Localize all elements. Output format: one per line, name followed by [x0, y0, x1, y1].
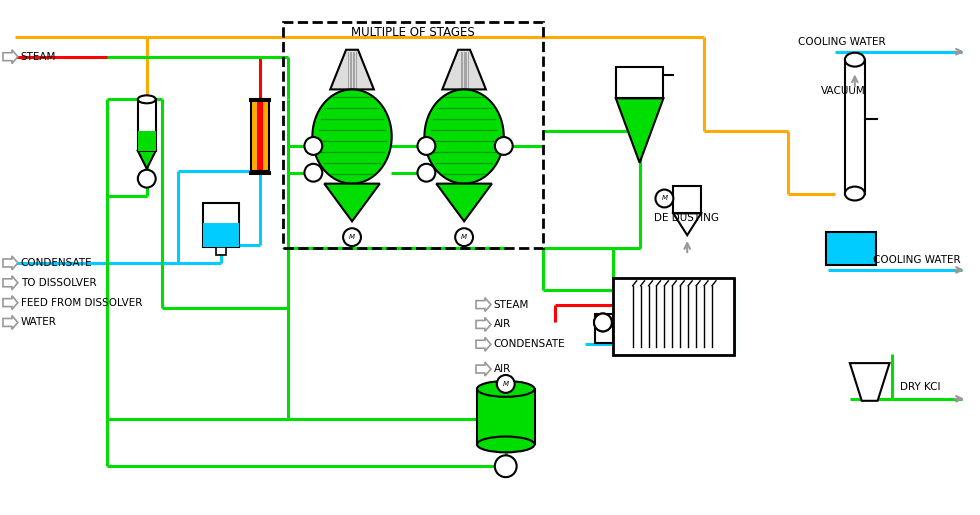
Text: AIR: AIR: [494, 319, 512, 330]
Circle shape: [594, 314, 612, 331]
Text: M: M: [503, 381, 509, 387]
Polygon shape: [3, 276, 18, 290]
Text: M: M: [662, 196, 667, 201]
Circle shape: [305, 164, 322, 182]
Circle shape: [138, 170, 156, 187]
Ellipse shape: [477, 437, 534, 452]
Text: AIR: AIR: [494, 364, 512, 374]
Bar: [263, 99, 270, 171]
Text: STEAM: STEAM: [494, 300, 529, 310]
Bar: [138, 99, 156, 151]
Polygon shape: [476, 317, 491, 331]
Polygon shape: [476, 298, 491, 312]
Polygon shape: [138, 151, 156, 169]
Text: TO DISSOLVER: TO DISSOLVER: [21, 278, 96, 288]
Ellipse shape: [424, 90, 504, 184]
Polygon shape: [850, 363, 890, 401]
Bar: [595, 314, 612, 344]
Circle shape: [497, 375, 514, 393]
Text: CONDENSATE: CONDENSATE: [21, 258, 92, 268]
Circle shape: [417, 164, 435, 182]
Bar: [251, 99, 257, 171]
Polygon shape: [3, 256, 18, 270]
Bar: [203, 203, 239, 247]
Polygon shape: [330, 50, 373, 90]
Bar: [826, 232, 876, 265]
Circle shape: [343, 228, 361, 246]
Bar: [217, 247, 226, 255]
Bar: [251, 99, 269, 171]
Polygon shape: [442, 50, 486, 90]
Polygon shape: [615, 66, 663, 98]
Polygon shape: [615, 98, 663, 163]
Bar: [203, 223, 239, 247]
Circle shape: [656, 190, 673, 208]
Text: WATER: WATER: [21, 317, 57, 328]
Circle shape: [495, 455, 516, 477]
Circle shape: [417, 137, 435, 155]
Polygon shape: [3, 296, 18, 310]
Text: FEED FROM DISSOLVER: FEED FROM DISSOLVER: [21, 298, 142, 307]
Polygon shape: [324, 184, 380, 221]
Text: DRY KCl: DRY KCl: [901, 382, 941, 392]
Bar: [477, 389, 534, 444]
Bar: [612, 278, 734, 355]
Polygon shape: [476, 362, 491, 376]
Polygon shape: [3, 50, 18, 64]
Polygon shape: [476, 337, 491, 351]
Ellipse shape: [845, 186, 864, 200]
Text: STEAM: STEAM: [21, 52, 56, 62]
Polygon shape: [3, 316, 18, 330]
Text: CONDENSATE: CONDENSATE: [494, 339, 565, 349]
Polygon shape: [673, 213, 701, 235]
Ellipse shape: [138, 95, 156, 104]
Polygon shape: [436, 184, 492, 221]
Bar: [249, 171, 270, 175]
Ellipse shape: [313, 90, 392, 184]
Circle shape: [495, 137, 513, 155]
Circle shape: [594, 314, 612, 331]
Bar: [257, 99, 263, 171]
Bar: [282, 22, 544, 248]
Text: M: M: [349, 234, 355, 240]
Bar: [673, 185, 701, 213]
Text: VACUUM: VACUUM: [821, 87, 866, 96]
Ellipse shape: [845, 53, 864, 66]
Text: COOLING WATER: COOLING WATER: [872, 255, 960, 265]
Text: COOLING WATER: COOLING WATER: [799, 37, 886, 47]
Circle shape: [305, 137, 322, 155]
Text: M: M: [462, 234, 467, 240]
Bar: [845, 60, 864, 194]
Text: DE DUSTING: DE DUSTING: [655, 213, 719, 224]
Bar: [138, 131, 156, 151]
Ellipse shape: [477, 381, 534, 397]
Text: MULTIPLE OF STAGES: MULTIPLE OF STAGES: [351, 26, 475, 39]
Bar: [249, 98, 270, 102]
Circle shape: [455, 228, 473, 246]
